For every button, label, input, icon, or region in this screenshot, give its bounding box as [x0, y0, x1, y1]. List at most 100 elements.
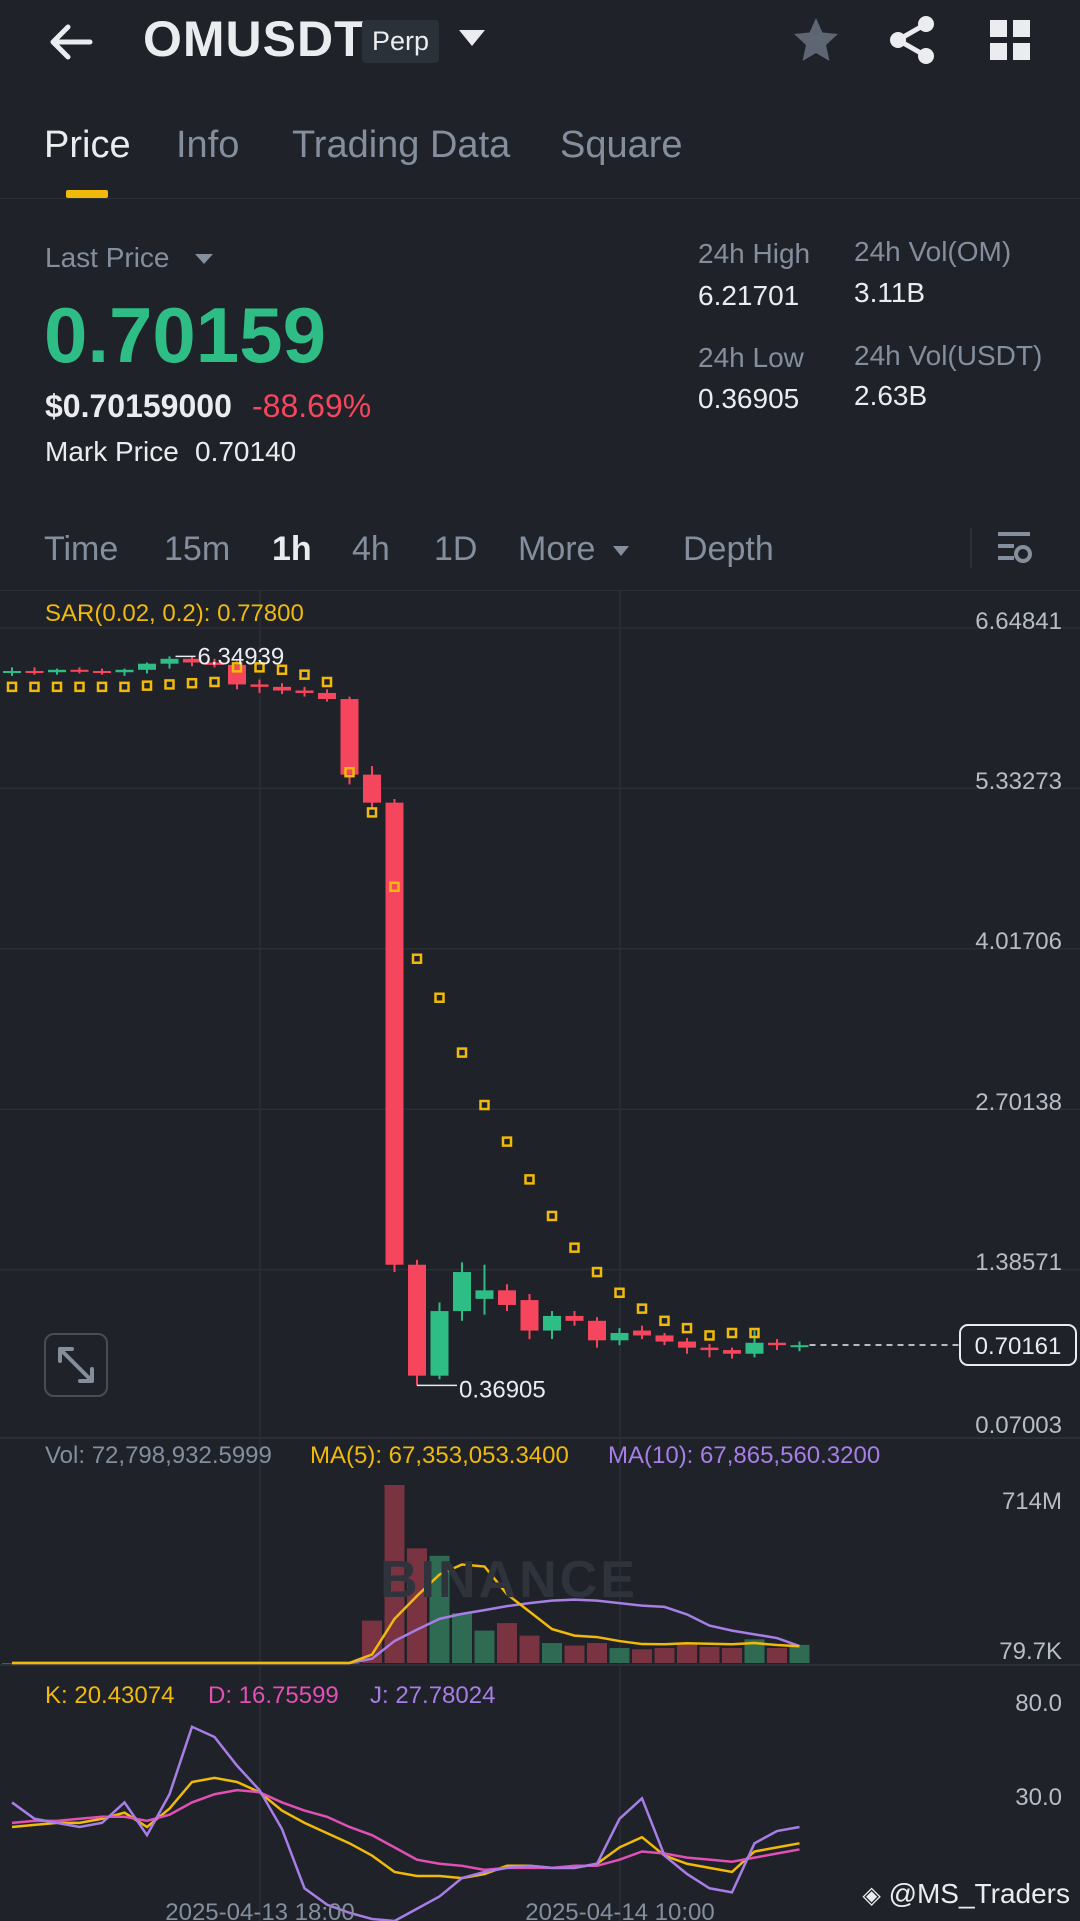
share-icon[interactable] [884, 12, 940, 68]
chevron-down-icon[interactable] [456, 26, 488, 50]
candle-body [453, 1272, 471, 1312]
sar-dot [119, 681, 130, 693]
candle-body [183, 658, 201, 663]
interval-15m[interactable]: 15m [164, 530, 231, 568]
sar-dot [749, 1327, 760, 1339]
sar-dot [681, 1322, 693, 1334]
candle-body [498, 1290, 516, 1305]
volume-bar [767, 1648, 787, 1663]
candle-body [93, 671, 111, 674]
last-price-selector[interactable]: Last Price [45, 242, 215, 274]
kdj-d-label: D: 16.75599 [208, 1682, 339, 1709]
chevron-down-icon [612, 546, 629, 557]
volume-bar [609, 1648, 630, 1663]
sar-dot [254, 662, 265, 673]
sar-dot [479, 1099, 490, 1111]
volume-bar [452, 1613, 472, 1663]
sar-dot [231, 662, 243, 673]
volume-bar [677, 1644, 697, 1663]
volume-label: Vol: 72,798,932.5999 [45, 1442, 272, 1469]
low-24h-value: 0.36905 [698, 383, 800, 414]
sar-dot [299, 669, 310, 680]
sar-dot [141, 680, 153, 691]
candle-body [363, 774, 381, 803]
sar-dot [186, 677, 198, 689]
interval-1d[interactable]: 1D [434, 530, 478, 568]
volume-bar [407, 1548, 427, 1663]
kdj-d-line [11, 1788, 800, 1872]
chart-area[interactable]: 6.34939 0.36905 0.70161 2025-04-13 18:00 202… [0, 590, 1080, 1921]
active-tab-indicator [66, 190, 108, 198]
interval-more-label: More [518, 530, 596, 568]
tab-price[interactable]: Price [44, 124, 131, 166]
sar-dot [209, 676, 220, 688]
tab-info[interactable]: Info [176, 124, 240, 166]
sar-dot [366, 807, 378, 818]
volume-bar [474, 1630, 495, 1663]
kdj-k-line [11, 1776, 800, 1880]
volume-axis-label: 714M [1001, 1488, 1062, 1515]
price-axis-label: 2.70138 [975, 1089, 1062, 1116]
candle-body [205, 662, 224, 665]
candle-body [768, 1342, 786, 1346]
last-price-label: Last Price [45, 242, 170, 273]
candle-body [610, 1333, 629, 1341]
candle-body [655, 1335, 674, 1342]
volume-bar [744, 1639, 765, 1663]
candle-body [565, 1315, 584, 1321]
sar-dot [321, 676, 333, 688]
price-axis-label: 5.33273 [975, 768, 1062, 795]
interval-more[interactable]: More [518, 530, 631, 569]
candle-body [3, 671, 21, 674]
binance-watermark: BINANCE [380, 1551, 638, 1609]
symbol-title[interactable]: OMUSDT [143, 11, 366, 67]
candle-body [48, 669, 66, 673]
interval-4h[interactable]: 4h [352, 530, 390, 568]
mark-price-value: 0.70140 [195, 436, 297, 467]
kdj-axis-label: 80.0 [1015, 1690, 1062, 1717]
volume-bar [722, 1648, 742, 1663]
tab-square[interactable]: Square [560, 124, 683, 166]
grid-icon[interactable] [986, 16, 1034, 64]
interval-1h[interactable]: 1h [272, 530, 312, 568]
vol-base-value: 3.11B [854, 277, 926, 308]
candle-body [295, 690, 314, 693]
sar-dot [501, 1136, 513, 1147]
candle-body [633, 1330, 651, 1336]
main-tabs: Price Info Trading Data Square [0, 118, 1080, 199]
current-price-value: 0.70161 [975, 1333, 1062, 1360]
star-icon[interactable] [790, 14, 842, 66]
candle-body [700, 1347, 719, 1351]
candle-body [588, 1320, 606, 1341]
candle-body [318, 692, 336, 700]
price-axis-label: 4.01706 [975, 928, 1062, 955]
fullscreen-expand-icon[interactable] [44, 1333, 108, 1397]
candle-body [520, 1300, 539, 1331]
last-price: 0.70159 [44, 291, 326, 379]
sar-dot [726, 1327, 738, 1339]
candle-body [115, 669, 134, 673]
volume-bar [789, 1644, 810, 1663]
candle-body [160, 658, 179, 664]
candle-body [273, 686, 291, 691]
sar-dot [704, 1330, 715, 1341]
sar-dot [546, 1210, 558, 1222]
chart-settings-icon[interactable] [994, 528, 1034, 568]
candle-body [790, 1345, 809, 1348]
kdj-j-line [11, 1725, 800, 1921]
volume-bar [384, 1485, 405, 1663]
time-axis-label: 2025-04-13 18:00 [165, 1899, 355, 1921]
mark-price-label: Mark Price [45, 436, 179, 467]
price-change-pct: -88.69% [252, 388, 372, 424]
divider [970, 528, 972, 568]
interval-depth[interactable]: Depth [683, 530, 774, 568]
tab-trading-data[interactable]: Trading Data [292, 124, 511, 166]
interval-time[interactable]: Time [44, 530, 119, 568]
chart-canvas[interactable]: 6.34939 0.36905 0.70161 2025-04-13 18:00 202… [0, 590, 1080, 1921]
candle-body [250, 684, 269, 687]
back-arrow-icon[interactable] [44, 14, 100, 70]
volume-bar [519, 1635, 540, 1663]
sar-dot [434, 992, 445, 1003]
candle-body [543, 1315, 561, 1331]
candle-body [70, 669, 89, 672]
